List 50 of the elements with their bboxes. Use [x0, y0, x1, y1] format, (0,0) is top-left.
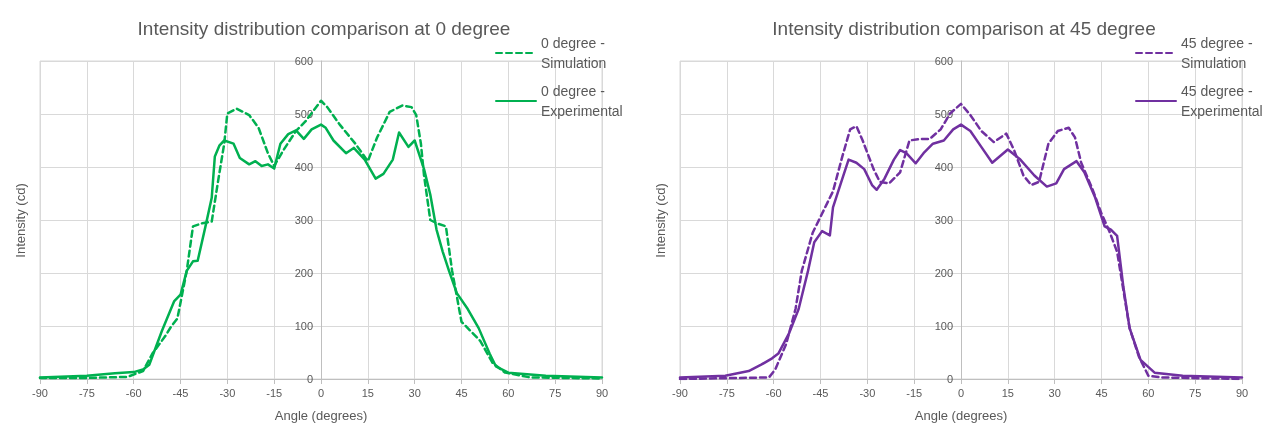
- y-tick-label: 500: [294, 108, 313, 120]
- y-axis-title: Intensity (cd): [653, 183, 668, 258]
- x-tick-label: 90: [1235, 386, 1249, 399]
- legend-label: 45 degree - Simulation: [1181, 35, 1257, 71]
- y-tick-label: 600: [934, 55, 953, 67]
- y-tick-label: 100: [934, 320, 953, 332]
- chart-title: Intensity distribution comparison at 45 degree: [772, 18, 1156, 39]
- x-tick-label: -60: [125, 386, 142, 399]
- y-tick-label: 0: [946, 373, 953, 385]
- x-tick-label: 90: [595, 386, 609, 399]
- y-tick-label: 300: [934, 214, 953, 226]
- x-tick-label: -15: [266, 386, 283, 399]
- x-axis-title: Angle (degrees): [274, 408, 368, 423]
- legend-label: 0 degree - Experimental: [541, 83, 623, 119]
- x-tick-label: -15: [906, 386, 923, 399]
- x-tick-label: 60: [1142, 386, 1155, 399]
- x-tick-label: 15: [361, 386, 374, 399]
- x-tick-label: 60: [502, 386, 515, 399]
- y-tick-label: 200: [934, 267, 953, 279]
- legend-label: 45 degree - Experimental: [1181, 83, 1263, 119]
- x-tick-label: -45: [812, 386, 829, 399]
- x-tick-label: 0: [317, 386, 325, 399]
- y-tick-label: 100: [294, 320, 313, 332]
- x-tick-label: -45: [172, 386, 189, 399]
- x-tick-label: -90: [672, 386, 688, 399]
- x-tick-label: 0: [957, 386, 965, 399]
- x-tick-label: -75: [718, 386, 735, 399]
- x-tick-label: -30: [859, 386, 876, 399]
- y-tick-label: 200: [294, 267, 313, 279]
- x-tick-label: 75: [1189, 386, 1202, 399]
- y-axis-title: Intensity (cd): [13, 183, 28, 258]
- y-tick-label: 0: [306, 373, 313, 385]
- legend-label: 0 degree - Simulation: [541, 35, 609, 71]
- x-tick-label: -75: [78, 386, 95, 399]
- x-axis-title: Angle (degrees): [914, 408, 1008, 423]
- x-tick-label: 45: [455, 386, 468, 399]
- x-tick-label: 30: [1048, 386, 1061, 399]
- x-tick-label: -90: [32, 386, 48, 399]
- y-tick-label: 400: [294, 161, 313, 173]
- chart-title: Intensity distribution comparison at 0 degree: [137, 18, 511, 39]
- x-tick-label: 15: [1001, 386, 1014, 399]
- x-tick-label: -30: [219, 386, 236, 399]
- x-tick-label: 30: [408, 386, 421, 399]
- y-tick-label: 300: [294, 214, 313, 226]
- y-tick-label: 400: [934, 161, 953, 173]
- y-tick-label: 600: [294, 55, 313, 67]
- x-tick-label: 45: [1095, 386, 1108, 399]
- x-tick-label: -60: [765, 386, 782, 399]
- y-tick-label: 500: [934, 108, 953, 120]
- x-tick-label: 75: [549, 386, 562, 399]
